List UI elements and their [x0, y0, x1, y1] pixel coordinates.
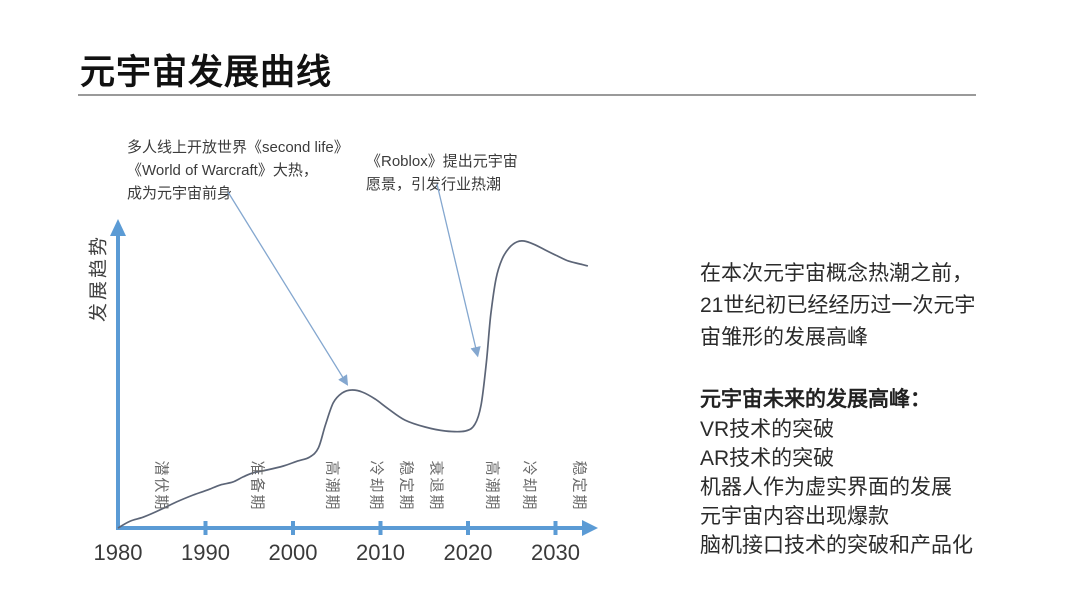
right-text-panel: 在本次元宇宙概念热潮之前， 21世纪初已经经历过一次元宇 宙雏形的发展高峰 元宇…: [700, 258, 1030, 560]
year-tick-label: 2030: [531, 540, 580, 565]
year-tick-label: 1980: [93, 540, 143, 565]
page-title: 元宇宙发展曲线: [80, 53, 333, 92]
title-underline: [78, 94, 976, 96]
year-tick-label: 1990: [181, 540, 230, 565]
annotation-second-life: 多人线上开放世界《second life》 《World of Warcraft…: [127, 139, 349, 202]
future-peak-item: AR技术的突破: [700, 447, 835, 470]
future-peak-item: 脑机接口技术的突破和产品化: [700, 534, 973, 557]
year-tick-label: 2020: [443, 540, 493, 565]
future-peak-item: 元宇宙内容出现爆款: [700, 505, 889, 528]
year-tick-label: 2000: [268, 540, 318, 565]
annotation-arrow: [436, 183, 481, 358]
phase-label: 高潮期: [323, 460, 341, 512]
phase-label: 准备期: [248, 460, 266, 512]
future-peak-item: VR技术的突破: [700, 418, 835, 441]
year-tick-label: 2010: [356, 540, 405, 565]
trend-curve: [117, 239, 589, 529]
phase-label: 冷却期: [520, 460, 538, 512]
phase-label: 稳定期: [570, 460, 588, 512]
future-peak-item: 机器人作为虚实界面的发展: [700, 476, 952, 499]
future-peaks-list: VR技术的突破 AR技术的突破机器人作为虚实界面的发展 元宇宙内容出现爆款脑机接口技…: [700, 415, 1030, 560]
annotation-roblox: 《Roblox》提出元宇宙 愿景，引发行业热潮: [366, 153, 518, 193]
phase-label: 稳定期: [397, 460, 415, 512]
phase-label: 潜伏期: [152, 460, 170, 512]
history-paragraph: 在本次元宇宙概念热潮之前， 21世纪初已经经历过一次元宇 宙雏形的发展高峰: [700, 262, 976, 349]
annotation-arrow: [227, 191, 349, 386]
phase-label: 冷却期: [367, 460, 385, 512]
phase-label: 衰退期: [427, 460, 445, 512]
phase-label: 高潮期: [483, 460, 500, 512]
future-peaks-heading: 元宇宙未来的发展高峰：: [700, 388, 931, 411]
